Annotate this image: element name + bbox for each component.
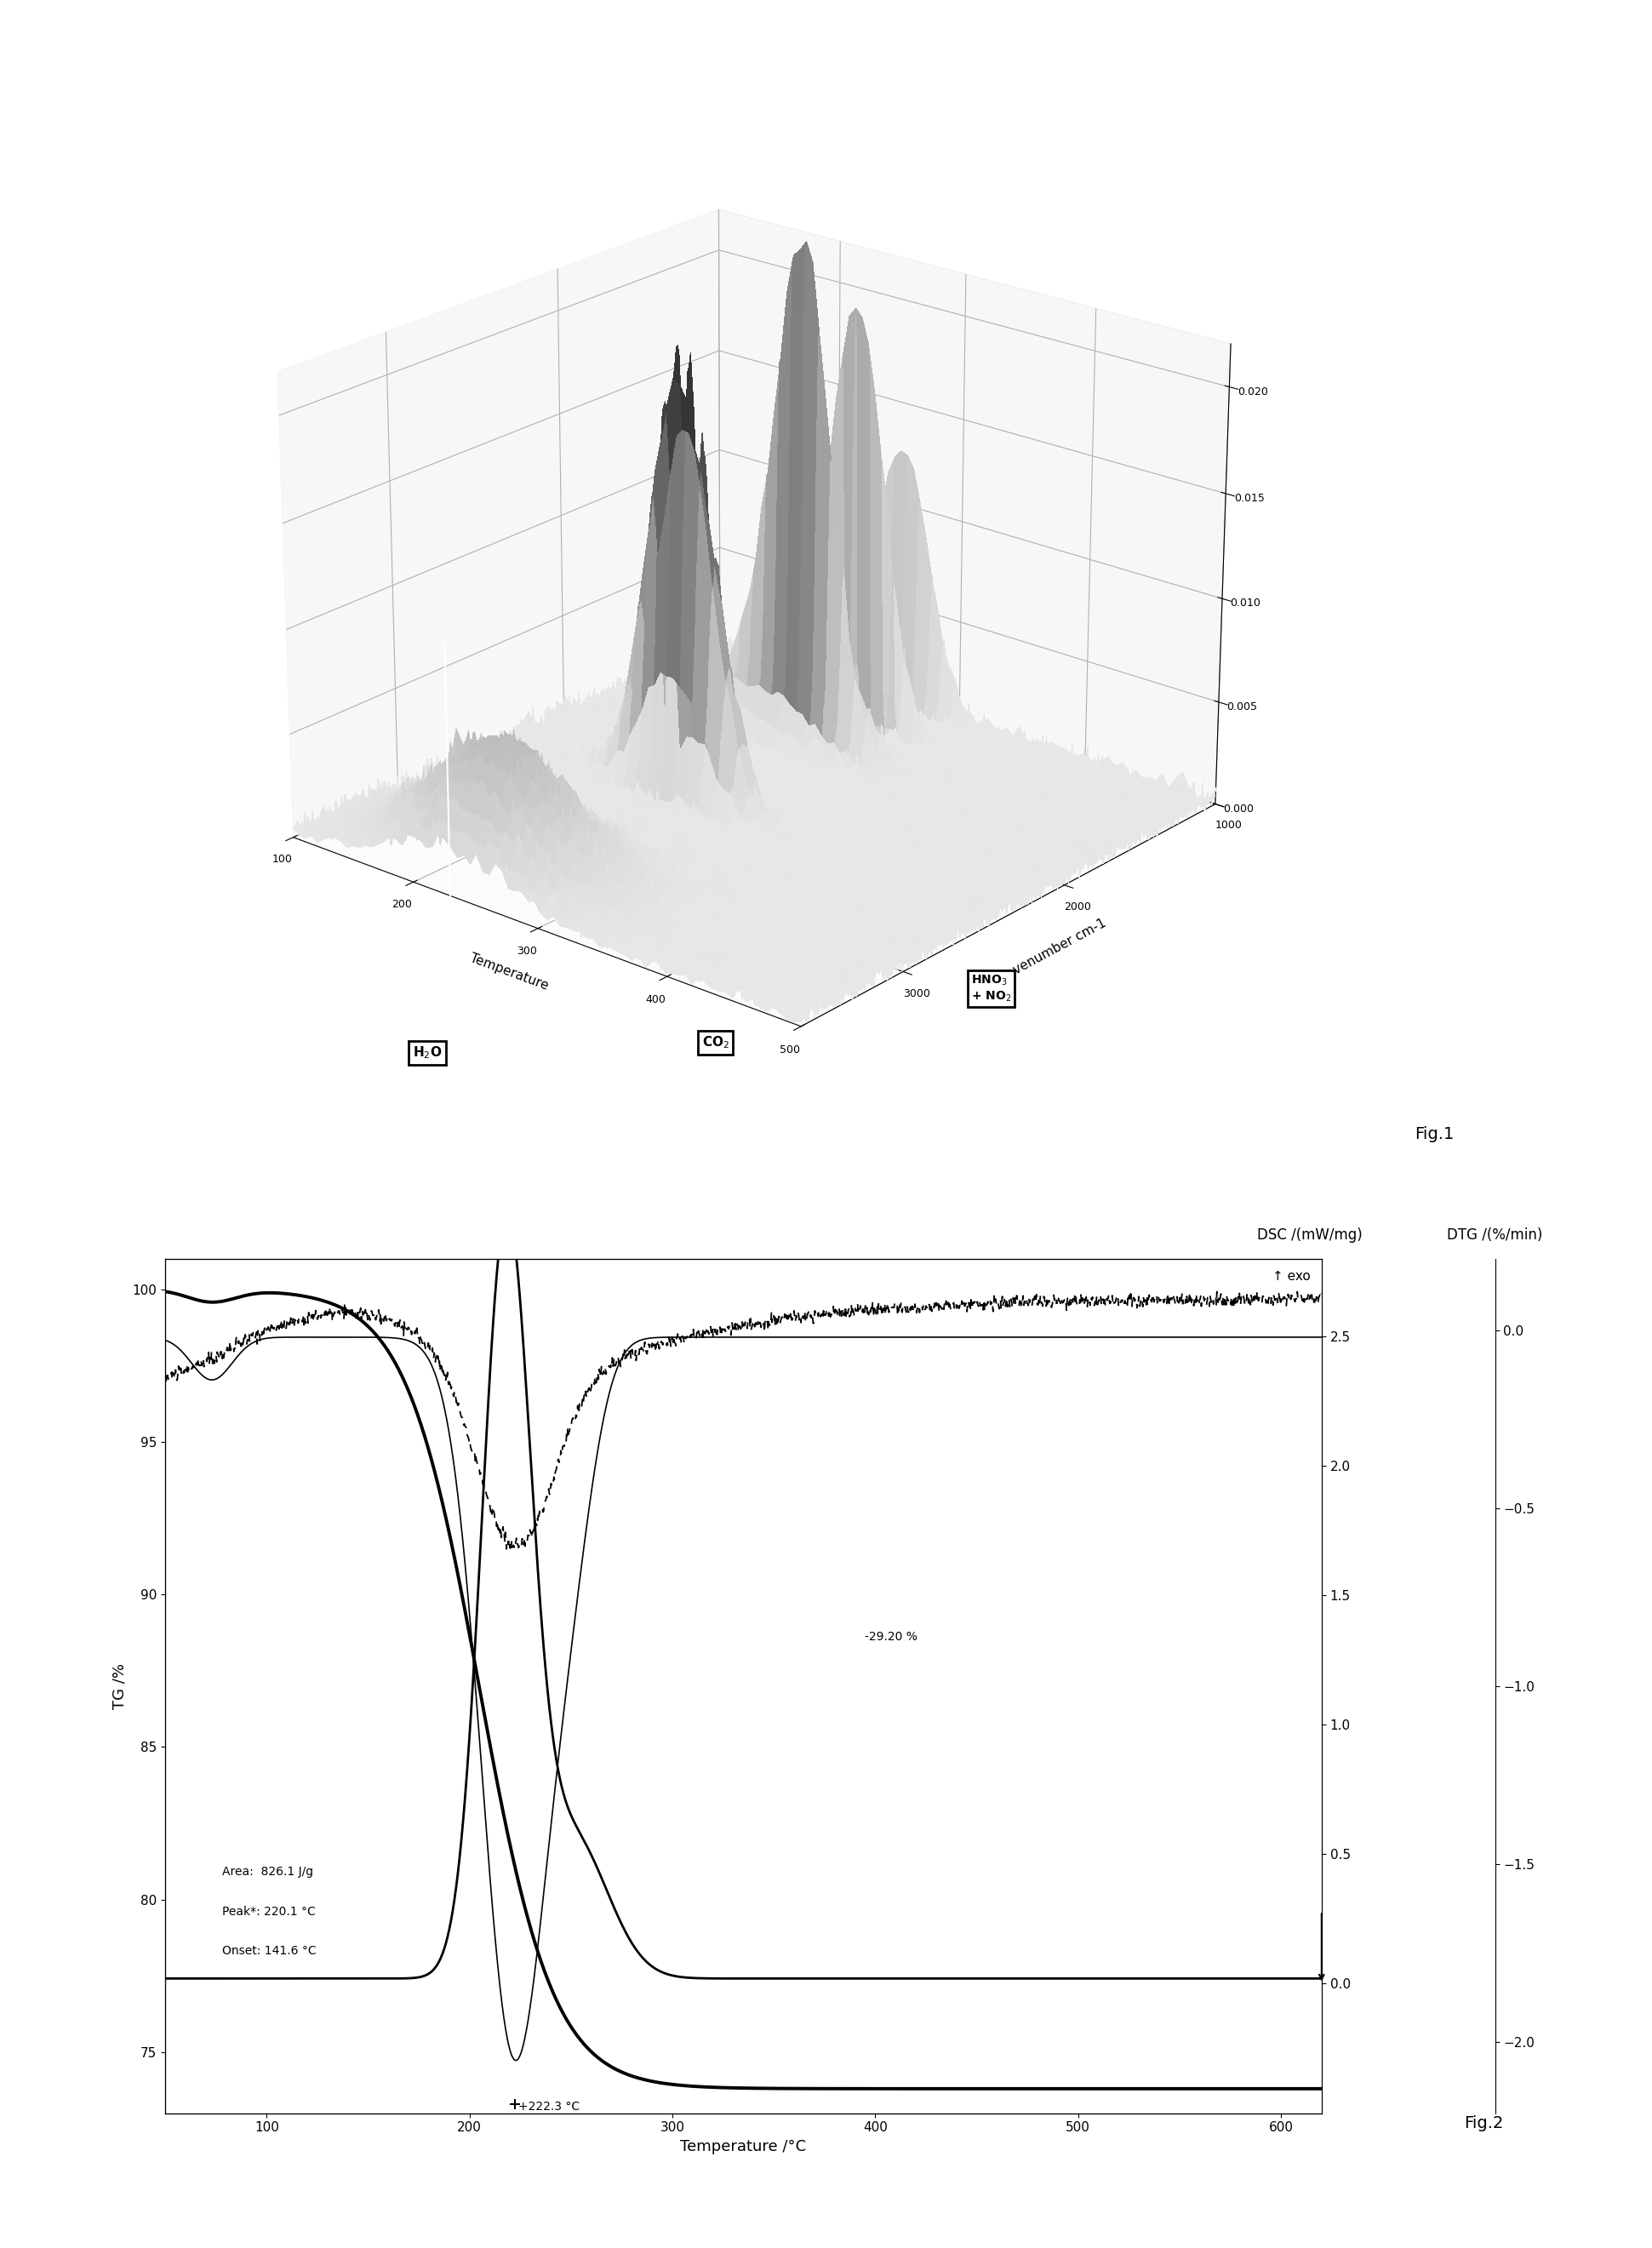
Text: CO$_2$: CO$_2$ bbox=[702, 1034, 729, 1050]
Text: +222.3 °C: +222.3 °C bbox=[519, 2102, 580, 2113]
Text: H$_2$O: H$_2$O bbox=[413, 1045, 441, 1061]
Text: ↑ exo: ↑ exo bbox=[1272, 1270, 1312, 1284]
Text: -29.20 %: -29.20 % bbox=[866, 1630, 919, 1643]
Y-axis label: Wavenumber cm-1: Wavenumber cm-1 bbox=[993, 917, 1108, 987]
Text: Area:  826.1 J/g: Area: 826.1 J/g bbox=[221, 1866, 314, 1877]
Text: DSC /(mW/mg): DSC /(mW/mg) bbox=[1257, 1227, 1363, 1243]
Text: HNO$_3$
+ NO$_2$: HNO$_3$ + NO$_2$ bbox=[971, 973, 1011, 1003]
X-axis label: Temperature: Temperature bbox=[468, 951, 550, 994]
Text: Onset: 141.6 °C: Onset: 141.6 °C bbox=[221, 1945, 316, 1958]
Y-axis label: TG /%: TG /% bbox=[112, 1664, 127, 1708]
X-axis label: Temperature /°C: Temperature /°C bbox=[681, 2138, 806, 2154]
Text: Fig.2: Fig.2 bbox=[1464, 2115, 1503, 2131]
Text: Fig.1: Fig.1 bbox=[1414, 1126, 1454, 1142]
Text: Peak*: 220.1 °C: Peak*: 220.1 °C bbox=[221, 1906, 316, 1918]
Text: DTG /(%/min): DTG /(%/min) bbox=[1447, 1227, 1543, 1243]
